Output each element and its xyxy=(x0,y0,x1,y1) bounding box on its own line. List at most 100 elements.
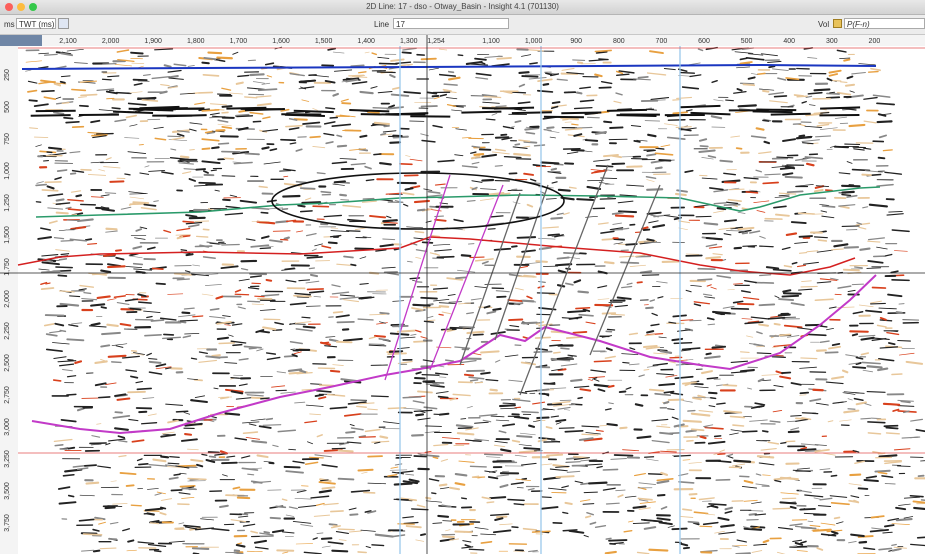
seismic-trace xyxy=(607,424,616,425)
seismic-trace xyxy=(853,367,865,368)
seismic-trace xyxy=(497,58,511,59)
seismic-trace xyxy=(524,142,536,143)
seismic-trace xyxy=(755,403,764,405)
seismic-trace xyxy=(197,236,208,237)
seismic-trace xyxy=(138,294,146,296)
seismic-trace xyxy=(598,389,604,391)
seismic-trace xyxy=(193,265,200,266)
strong-reflector xyxy=(129,109,169,110)
seismic-trace xyxy=(538,282,545,283)
top-ruler-label: 2,000 xyxy=(102,38,120,45)
seismic-trace xyxy=(123,529,130,531)
seismic-trace xyxy=(873,95,889,97)
seismic-trace xyxy=(620,392,626,393)
seismic-trace xyxy=(700,146,707,147)
seismic-trace xyxy=(861,418,871,419)
seismic-trace xyxy=(440,95,446,96)
line-label: Line xyxy=(374,20,389,29)
seismic-trace xyxy=(572,124,578,125)
seismic-trace xyxy=(190,129,197,131)
seismic-trace xyxy=(573,60,585,61)
seismic-trace xyxy=(510,325,519,326)
seismic-trace xyxy=(297,182,307,183)
seismic-trace xyxy=(216,297,222,299)
seismic-trace xyxy=(71,173,75,174)
seismic-trace xyxy=(326,108,335,109)
seismic-trace xyxy=(513,441,520,442)
seismic-trace xyxy=(68,360,73,361)
fault xyxy=(385,175,450,380)
seismic-trace xyxy=(54,357,66,359)
seismic-trace xyxy=(403,517,414,518)
seismic-trace xyxy=(312,249,316,251)
seismic-trace xyxy=(515,407,520,408)
seismic-trace xyxy=(387,216,391,217)
domain-label: ms xyxy=(4,20,15,29)
dropdown-button[interactable] xyxy=(58,18,69,29)
seismic-trace xyxy=(764,142,768,143)
seismic-trace xyxy=(462,547,473,548)
seismic-trace xyxy=(61,76,70,77)
seismic-trace xyxy=(237,83,243,84)
seismic-trace xyxy=(559,271,565,273)
seismic-trace xyxy=(294,352,301,354)
seismic-trace xyxy=(557,213,563,214)
seismic-trace xyxy=(229,93,242,94)
seismic-trace xyxy=(357,406,366,407)
seismic-trace xyxy=(372,396,389,397)
seismic-trace xyxy=(601,231,614,233)
seismic-trace xyxy=(30,128,38,129)
left-ruler-label: 3,750 xyxy=(4,514,11,532)
seismic-trace xyxy=(802,102,806,103)
line-input[interactable]: 17 xyxy=(393,18,509,29)
seismic-trace xyxy=(97,134,113,135)
minimize-button[interactable] xyxy=(17,3,25,11)
seismic-trace xyxy=(752,551,762,553)
seismic-trace xyxy=(647,239,653,240)
seismic-trace xyxy=(686,290,691,291)
seismic-trace xyxy=(141,208,156,210)
seismic-trace xyxy=(441,459,447,461)
seismic-trace xyxy=(296,231,302,232)
seismic-trace xyxy=(785,266,792,267)
seismic-trace xyxy=(520,266,528,268)
seismic-trace xyxy=(195,396,204,398)
seismic-trace xyxy=(675,377,692,379)
seismic-trace xyxy=(463,166,477,167)
volume-select[interactable]: P(F-n) xyxy=(844,18,925,29)
seismic-trace xyxy=(202,294,213,296)
seismic-trace xyxy=(537,293,554,294)
seismic-trace xyxy=(120,473,135,474)
seismic-trace xyxy=(189,225,199,227)
seismic-trace xyxy=(611,459,627,460)
seismic-trace xyxy=(606,552,616,553)
seismic-trace xyxy=(630,265,645,266)
seismic-trace xyxy=(792,222,806,223)
seismic-trace xyxy=(868,261,882,263)
seismic-view[interactable]: 2,1002,0001,9001,8001,7001,6001,5001,400… xyxy=(0,35,925,554)
seismic-trace xyxy=(187,449,198,450)
seismic-trace xyxy=(518,237,536,238)
zoom-button[interactable] xyxy=(29,3,37,11)
seismic-trace xyxy=(797,550,807,551)
seismic-trace xyxy=(561,348,569,349)
seismic-trace xyxy=(885,172,901,174)
seismic-trace xyxy=(629,364,639,365)
close-button[interactable] xyxy=(5,3,13,11)
seismic-trace xyxy=(99,397,110,398)
seismic-trace xyxy=(848,409,855,410)
seismic-trace xyxy=(78,468,88,469)
domain-select[interactable]: TWT (ms) xyxy=(16,18,56,29)
seismic-trace xyxy=(878,369,887,371)
seismic-trace xyxy=(187,254,193,255)
seismic-trace xyxy=(822,206,834,207)
seismic-trace xyxy=(847,77,852,79)
seismic-trace xyxy=(559,190,570,191)
seismic-trace xyxy=(313,108,318,110)
seismic-trace xyxy=(630,333,638,334)
seismic-trace xyxy=(128,540,133,541)
seismic-trace xyxy=(128,392,145,393)
seismic-trace xyxy=(393,301,404,302)
seismic-trace xyxy=(147,353,151,355)
seismic-trace xyxy=(524,448,539,449)
